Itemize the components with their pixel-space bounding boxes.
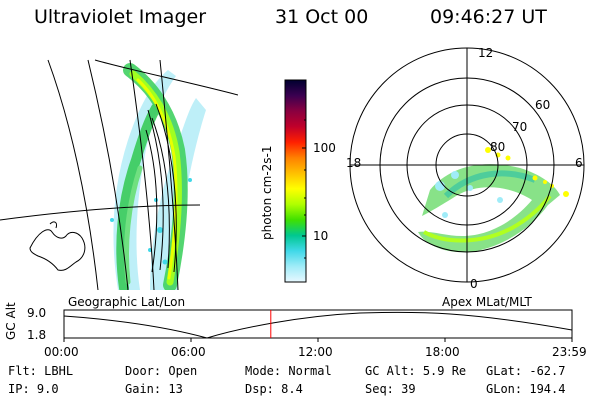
colorbar-unit-label: photon cm-2s-1 [260, 145, 274, 241]
xtick-1800: 18:00 [425, 345, 460, 359]
left-panel-caption: Geographic Lat/Lon [68, 295, 186, 309]
right-panel-caption: Apex MLat/MLT [442, 295, 532, 309]
altitude-ylabel: GC Alt [4, 302, 18, 340]
mlt-label-0: 0 [470, 277, 478, 291]
mlt-label-6: 6 [575, 156, 583, 170]
colorbar-tick-10: 10 [313, 229, 329, 243]
lat-label-70: 70 [512, 120, 528, 134]
xtick-0000: 00:00 [44, 345, 79, 359]
mlt-label-18: 18 [346, 156, 362, 170]
geographic-image [0, 59, 238, 290]
mlt-label-12: 12 [478, 46, 494, 60]
colorbar-tick-100: 100 [313, 141, 336, 155]
status-glon: GLon: 194.4 [486, 382, 566, 396]
status-door: Door: Open [125, 364, 198, 378]
colorbar-ticks [302, 119, 306, 259]
colorbar [284, 79, 307, 283]
lat-label-60: 60 [535, 98, 551, 112]
altitude-ytick-min: 1.8 [27, 328, 47, 342]
altitude-plot [63, 309, 573, 342]
polar-plot [349, 47, 585, 283]
status-glat: GLat: -62.7 [486, 364, 566, 378]
status-gc-alt: GC Alt: 5.9 Re [365, 364, 467, 378]
status-mode: Mode: Normal [245, 364, 332, 378]
status-seq: Seq: 39 [365, 382, 416, 396]
altitude-ytick-max: 9.0 [27, 306, 47, 320]
status-gain: Gain: 13 [125, 382, 183, 396]
xtick-2359: 23:59 [552, 345, 587, 359]
status-flt: Flt: LBHL [8, 364, 74, 378]
date-label: 31 Oct 00 [275, 6, 369, 28]
xtick-0600: 06:00 [171, 345, 206, 359]
status-ip: IP: 9.0 [8, 382, 59, 396]
xtick-1200: 12:00 [298, 345, 333, 359]
time-label: 09:46:27 UT [430, 6, 547, 28]
lat-label-80: 80 [490, 140, 506, 154]
status-dsp: Dsp: 8.4 [245, 382, 303, 396]
instrument-title: Ultraviolet Imager [34, 6, 207, 28]
